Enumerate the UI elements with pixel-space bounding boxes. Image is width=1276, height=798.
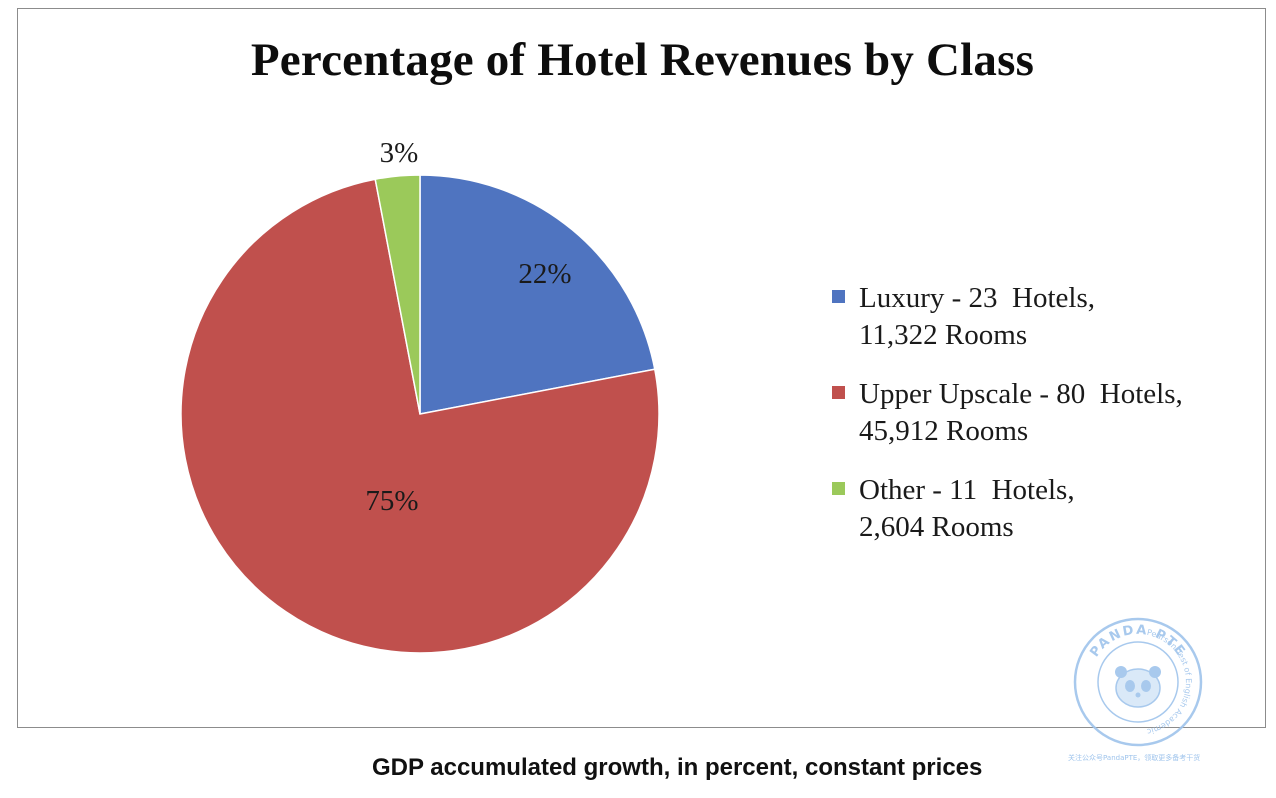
chart-legend: Luxury - 23 Hotels, 11,322 Rooms Upper Up… xyxy=(832,280,1183,568)
legend-item-2: Other - 11 Hotels, 2,604 Rooms xyxy=(832,472,1183,546)
pie-slice-2 xyxy=(374,174,421,415)
chart-title: Percentage of Hotel Revenues by Class xyxy=(250,34,1035,86)
legend-swatch-0 xyxy=(832,290,845,303)
legend-label-1: Upper Upscale - 80 Hotels, 45,912 Rooms xyxy=(859,378,1183,447)
legend-item-1: Upper Upscale - 80 Hotels, 45,912 Rooms xyxy=(832,376,1183,450)
legend-swatch-2 xyxy=(832,482,845,495)
pie-slice-1 xyxy=(180,178,660,654)
legend-item-0: Luxury - 23 Hotels, 11,322 Rooms xyxy=(832,280,1183,354)
data-label-0: 22% xyxy=(518,258,571,290)
watermark-subtext: 关注公众号PandaPTE，领取更多备考干货 xyxy=(1068,754,1201,762)
legend-label-2: Other - 11 Hotels, 2,604 Rooms xyxy=(859,474,1075,543)
data-label-2: 3% xyxy=(380,137,419,169)
legend-swatch-1 xyxy=(832,386,845,399)
data-label-1: 75% xyxy=(365,485,418,517)
chart-caption: GDP accumulated growth, in percent, cons… xyxy=(372,754,983,781)
pie-slice-0 xyxy=(419,174,656,415)
panda-pte-watermark-logo: PANDA PTE Pearson Test of English Academ… xyxy=(1073,617,1203,747)
legend-label-0: Luxury - 23 Hotels, 11,322 Rooms xyxy=(859,282,1095,351)
